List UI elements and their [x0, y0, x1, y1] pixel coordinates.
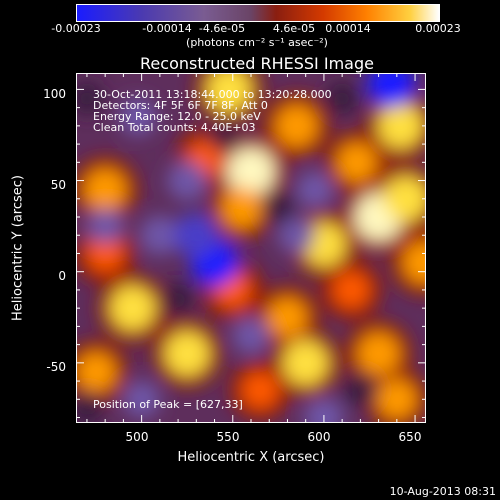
heatmap-blob	[296, 171, 334, 209]
heatmap-blob	[86, 235, 124, 272]
heatmap-blob	[167, 160, 207, 201]
heatmap-blob	[267, 297, 308, 338]
heatmap-blob	[206, 73, 252, 112]
y-axis-label: Heliocentric Y (arcsec)	[10, 175, 26, 321]
heatmap-blob	[83, 168, 127, 211]
colorbar-tick-label: -0.00014	[142, 22, 192, 35]
heatmap-blob	[357, 332, 400, 375]
x-tick-label: 500	[125, 430, 149, 444]
heatmap-blob	[278, 216, 315, 254]
heatmap-blob	[377, 379, 417, 420]
heatmap-blob	[119, 98, 157, 136]
heatmap-blob	[76, 352, 116, 392]
y-tick-label: 0	[58, 269, 66, 283]
heatmap-blob	[86, 207, 124, 245]
heatmap-blob	[377, 103, 424, 149]
heatmap-blob	[367, 73, 416, 108]
y-tick-label: 50	[50, 178, 66, 192]
y-tick-label: 100	[43, 87, 66, 101]
heatmap-blob	[227, 147, 275, 196]
heatmap-blob	[261, 190, 296, 225]
heatmap-blob	[221, 187, 263, 229]
x-tick-label: 600	[307, 430, 331, 444]
colorbar-tick-label: -4.6e-05	[198, 22, 246, 35]
x-axis-label: Heliocentric X (arcsec)	[177, 450, 325, 465]
info-detectors: Detectors: 4F 5F 6F 7F 8F, Att 0	[93, 99, 268, 112]
heatmap-blob	[332, 271, 370, 309]
heatmap-blob	[325, 81, 360, 116]
x-tick-label: 650	[398, 430, 422, 444]
colorbar-tick-label: -0.00023	[51, 22, 101, 35]
peak-position-label: Position of Peak = [627,33]	[93, 398, 243, 411]
heatmap-blob	[161, 282, 196, 317]
y-tick-label: -50	[46, 360, 66, 374]
heatmap-blob	[109, 285, 156, 331]
heatmap-blob	[283, 340, 329, 386]
heatmap-blob	[336, 142, 377, 183]
heatmap-blob	[304, 397, 344, 423]
heatmap-blob	[123, 380, 161, 418]
heatmap-blob	[383, 176, 426, 222]
colorbar-tick-label: 0.00023	[415, 22, 461, 35]
heatmap-blob	[164, 331, 210, 377]
chart-title: Reconstructed RHESSI Image	[140, 54, 374, 73]
heatmap-blob	[76, 81, 104, 116]
colorbar-unit-label: (photons cm⁻² s⁻¹ asec⁻²)	[186, 36, 328, 49]
info-energy-range: Energy Range: 12.0 - 25.0 keV	[93, 110, 261, 123]
heatmap-blob	[173, 212, 219, 258]
colorbar-tick-label: 4.6e-05	[272, 22, 316, 35]
heatmap-blob	[140, 215, 180, 256]
heatmap-blob	[402, 241, 426, 284]
heatmap-plot	[76, 73, 426, 423]
heatmap-blob	[76, 391, 104, 423]
footer-timestamp: 10-Aug-2013 08:31	[389, 485, 496, 498]
heatmap-blob	[232, 317, 270, 354]
heatmap-blob	[241, 371, 279, 409]
colorbar	[76, 4, 440, 22]
info-clean-counts: Clean Total counts: 4.40E+03	[93, 121, 256, 134]
heatmap-blob	[343, 373, 378, 408]
info-time-range: 30-Oct-2011 13:18:44.000 to 13:20:28.000	[93, 88, 332, 101]
colorbar-tick-label: 0.00014	[325, 22, 371, 35]
heatmap-blob	[208, 119, 240, 151]
x-tick-label: 550	[216, 430, 240, 444]
heatmap-blob	[275, 104, 318, 148]
